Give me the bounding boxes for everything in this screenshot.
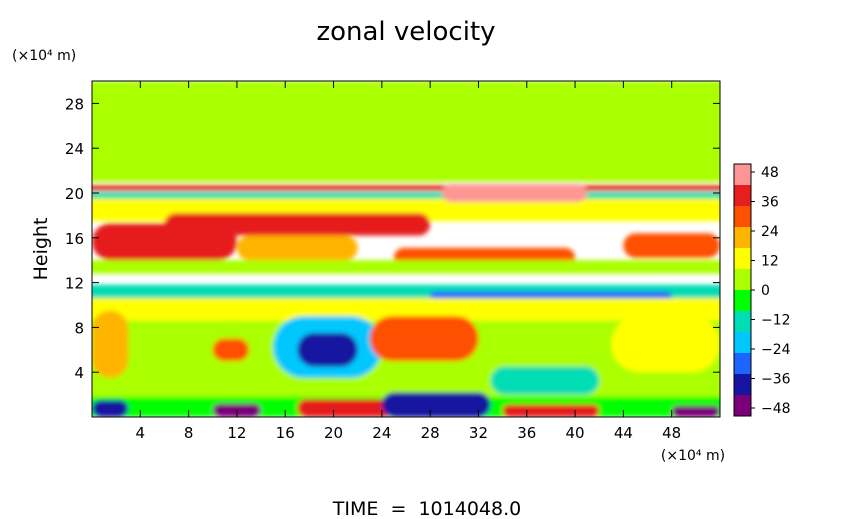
plot-area [92, 81, 720, 417]
x-axis: 4 8 12 16 20 24 28 32 36 40 44 48 [136, 81, 681, 442]
colorbar-swatch [734, 395, 751, 417]
heatmap-cell [92, 298, 720, 321]
colorbar-tick-label: 0 [761, 283, 770, 299]
heatmap-cell [297, 399, 394, 417]
colorbar-tick-label: 48 [761, 165, 779, 181]
y-tick-label: 20 [65, 185, 84, 203]
colorbar-tick-label: −12 [761, 313, 791, 329]
heatmap-cell [92, 260, 720, 274]
chart-title: zonal velocity [316, 17, 495, 47]
x-tick-label: 36 [517, 424, 536, 442]
y-axis-unit: (×10⁴ m) [12, 48, 76, 64]
x-tick-label: 44 [614, 424, 633, 442]
x-tick-label: 28 [421, 424, 440, 442]
colorbar-swatch [734, 374, 751, 396]
x-tick-label: 4 [136, 424, 146, 442]
y-tick-label: 4 [74, 364, 84, 382]
x-tick-label: 32 [469, 424, 488, 442]
heatmap-cell [212, 338, 249, 361]
y-axis-label: Height [30, 218, 52, 281]
heatmap-cell [369, 316, 479, 361]
x-tick-label: 24 [372, 424, 391, 442]
y-tick-label: 24 [65, 140, 84, 158]
x-tick-label: 48 [662, 424, 681, 442]
colorbar-tick-label: −36 [761, 372, 791, 388]
heatmap-cell [502, 404, 600, 417]
x-tick-label: 40 [566, 424, 585, 442]
heatmap-cell [92, 143, 720, 160]
heatmap-cell [490, 366, 600, 395]
colorbar: 48 36 24 12 0 −12 −24 −36 −48 [733, 163, 791, 417]
x-tick-label: 12 [227, 424, 246, 442]
x-tick-label: 16 [276, 424, 295, 442]
time-label: TIME = 1014048.0 [332, 498, 521, 519]
colorbar-swatch [734, 164, 751, 186]
x-tick-label: 8 [184, 424, 194, 442]
y-tick-label: 12 [65, 275, 84, 293]
x-tick-label: 20 [324, 424, 343, 442]
colorbar-tick-label: 12 [761, 254, 779, 270]
heatmap-cell [381, 392, 491, 417]
colorbar-swatch [734, 332, 751, 354]
heatmap-cell [442, 184, 588, 202]
colorbar-swatch [734, 206, 751, 228]
colorbar-swatch [734, 311, 751, 333]
heatmap-cell [236, 235, 358, 261]
heatmap-cell [92, 400, 129, 417]
colorbar-swatch [734, 290, 751, 312]
colorbar-tick-label: 36 [761, 195, 779, 211]
colorbar-swatch [734, 269, 751, 291]
heatmap-cell [92, 191, 720, 201]
colorbar-tick-label: −48 [761, 401, 791, 417]
heatmap-cell [611, 316, 720, 373]
colorbar-swatch [734, 185, 751, 207]
heatmap-cell [623, 233, 720, 258]
colorbar-tick-label: 24 [761, 224, 779, 240]
plot-frame [91, 80, 721, 418]
colorbar-swatch [734, 353, 751, 375]
heatmap-cell [92, 81, 720, 182]
heatmap-cell [92, 223, 237, 261]
heatmap-cell [92, 310, 129, 378]
colorbar-tick-label: −24 [761, 342, 791, 358]
colorbar-swatch [734, 227, 751, 249]
y-tick-label: 8 [74, 319, 84, 337]
y-tick-label: 28 [65, 95, 84, 113]
y-axis: 4 8 12 16 20 24 28 [65, 95, 720, 382]
y-tick-label: 16 [65, 230, 84, 248]
colorbar-swatch [734, 248, 751, 270]
heatmap-cell [92, 185, 720, 191]
x-axis-unit: (×10⁴ m) [661, 448, 725, 464]
heatmap-cell [671, 405, 720, 417]
heatmap-cell [297, 333, 358, 367]
